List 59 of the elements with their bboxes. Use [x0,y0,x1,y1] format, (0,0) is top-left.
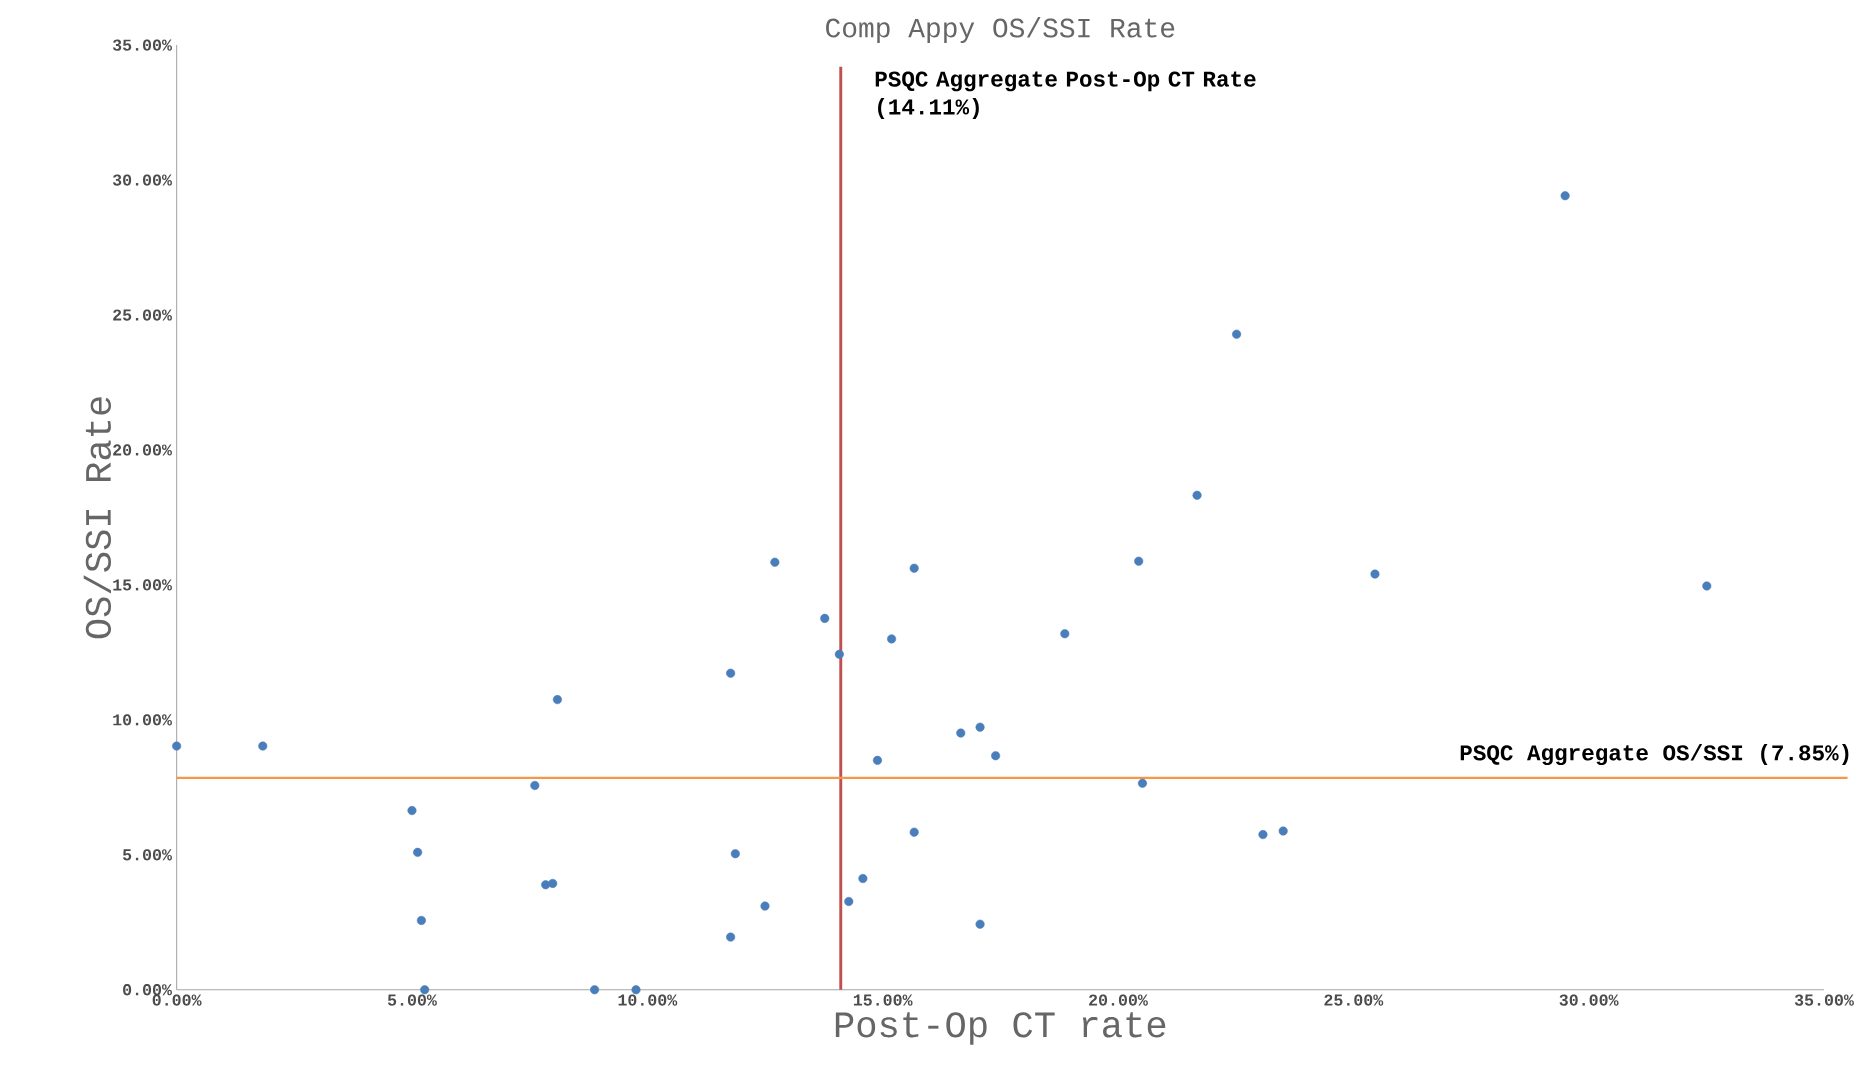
point [416,915,426,925]
x-axis-title: Post-Op CT rate [835,1012,1166,1045]
x-tick-label: 30.00% [1559,994,1619,1006]
point [991,751,1001,761]
point [887,634,897,644]
y-tick-label: 35.00% [112,39,172,51]
point [1278,826,1288,836]
y-tick-label: 0.00% [123,984,172,996]
point [1137,778,1147,788]
point [909,563,919,573]
point [590,985,600,995]
x-tick-label: 25.00% [1324,994,1384,1006]
y-tick-label: 30.00% [112,174,172,186]
x-tick-label: 10.00% [618,994,678,1006]
x-tick-label: 15.00% [853,994,913,1006]
point [975,919,985,929]
x-tick-label: 0.00% [152,994,202,1006]
point [548,878,558,888]
point [1060,629,1070,639]
point [1192,490,1202,500]
point [820,613,830,623]
point [956,728,966,738]
point [631,985,641,995]
ref-line-label: PSQC Aggregate OS/SSI (7.85%) [1460,743,1849,766]
point [552,695,562,705]
point [258,741,268,751]
point [530,780,540,790]
x-tick-label: 5.00% [387,994,437,1006]
point [909,827,919,837]
point [413,847,423,857]
point [726,668,736,678]
point [844,896,854,907]
point [172,741,182,751]
y-axis-title: OS/SSI Rate [83,397,112,639]
y-tick-label: 20.00% [113,444,172,456]
point [726,932,736,942]
point [1134,556,1144,566]
y-tick-label: 25.00% [113,309,172,321]
x-tick-label: 20.00% [1089,994,1148,1006]
point [770,557,780,567]
y-tick-label: 10.00% [113,714,172,726]
point [730,849,740,859]
point [1232,329,1242,339]
point [1258,830,1268,840]
point [1560,191,1570,201]
x-tick-label: 35.00% [1794,994,1854,1006]
ref-line-label: PSQC Aggregate Post-Op CT Rate (14.11%) [875,71,1256,120]
y-tick-label: 5.00% [122,849,172,861]
point [760,901,770,911]
point [858,874,868,884]
y-tick-label: 15.00% [113,579,172,591]
point [407,806,417,816]
point [1370,569,1380,579]
point [420,985,430,995]
point [1702,581,1712,591]
point [834,649,844,659]
point [872,755,882,765]
point [975,722,985,732]
chart-title: Comp Appy OS/SSI Rate [826,17,1175,44]
